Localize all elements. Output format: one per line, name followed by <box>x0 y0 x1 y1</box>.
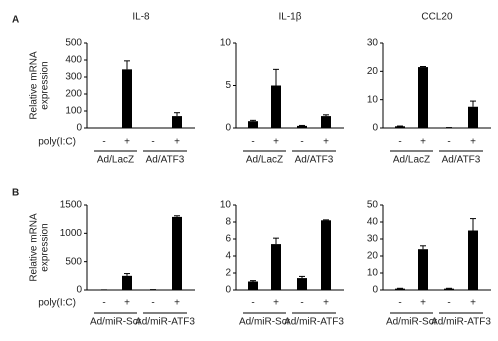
group-label: Ad/LacZ <box>393 155 430 166</box>
group-label: Ad/ATF3 <box>295 155 334 166</box>
y-tick-label: 10 <box>220 200 232 211</box>
y-tick-label: 4 <box>225 251 231 262</box>
x-tick-label: - <box>102 137 105 148</box>
bar <box>321 220 331 290</box>
x-tick-label: + <box>470 298 476 309</box>
group-label: Ad/LacZ <box>97 155 134 166</box>
y-axis-label: expression <box>40 61 51 109</box>
group-label: Ad/miR-Scr <box>386 317 438 328</box>
x-tick-label: + <box>174 137 180 148</box>
bar <box>271 244 281 290</box>
bar <box>297 278 307 290</box>
x-tick-label: + <box>273 298 279 309</box>
x-tick-label: + <box>273 137 279 148</box>
group-label: Ad/miR-ATF3 <box>135 317 195 328</box>
y-tick-label: 2 <box>225 268 231 279</box>
bar <box>444 288 454 290</box>
bar <box>122 69 132 128</box>
x-row-label: poly(I:C) <box>38 137 76 148</box>
group-label: Ad/LacZ <box>246 155 283 166</box>
x-tick-label: + <box>420 137 426 148</box>
bar <box>418 249 428 290</box>
bar <box>271 85 281 128</box>
x-tick-label: + <box>174 298 180 309</box>
x-tick-label: + <box>124 137 130 148</box>
group-label: Ad/miR-Scr <box>239 317 291 328</box>
x-tick-label: + <box>323 298 329 309</box>
x-tick-label: - <box>447 137 450 148</box>
y-tick-label: 0 <box>76 123 82 134</box>
y-tick-label: 1000 <box>60 228 83 239</box>
bar <box>248 121 258 128</box>
y-tick-label: 300 <box>65 72 82 83</box>
y-tick-label: 10 <box>367 94 379 105</box>
y-tick-label: 0 <box>372 285 378 296</box>
x-tick-label: + <box>470 137 476 148</box>
chart-title: IL-8 <box>132 12 150 23</box>
y-tick-label: 0 <box>372 123 378 134</box>
y-tick-label: 30 <box>367 234 379 245</box>
y-tick-label: 10 <box>220 38 232 49</box>
x-tick-label: + <box>420 298 426 309</box>
y-tick-label: 0 <box>76 285 82 296</box>
y-tick-label: 100 <box>65 106 82 117</box>
y-tick-label: 0 <box>225 123 231 134</box>
y-axis-label: Relative mRNA <box>29 51 40 120</box>
x-tick-label: - <box>151 298 154 309</box>
group-label: Ad/miR-Scr <box>90 317 142 328</box>
y-tick-label: 6 <box>225 234 231 245</box>
x-tick-label: - <box>251 137 254 148</box>
bar <box>468 230 478 290</box>
y-tick-label: 400 <box>65 55 82 66</box>
y-tick-label: 8 <box>225 217 231 228</box>
bar <box>418 67 428 128</box>
bar <box>321 116 331 128</box>
x-tick-label: - <box>102 298 105 309</box>
bar <box>172 216 182 290</box>
y-tick-label: 10 <box>367 268 379 279</box>
y-axis-label: Relative mRNA <box>29 213 40 282</box>
x-tick-label: + <box>124 298 130 309</box>
group-label: Ad/miR-ATF3 <box>284 317 344 328</box>
x-tick-label: + <box>323 137 329 148</box>
x-row-label: poly(I:C) <box>38 298 76 309</box>
y-tick-label: 500 <box>65 256 82 267</box>
x-tick-label: - <box>300 298 303 309</box>
x-tick-label: - <box>151 137 154 148</box>
y-tick-label: 20 <box>367 66 379 77</box>
bar <box>122 275 132 290</box>
x-tick-label: - <box>398 137 401 148</box>
y-tick-label: 200 <box>65 89 82 100</box>
x-tick-label: - <box>447 298 450 309</box>
bar <box>468 106 478 128</box>
y-tick-label: 30 <box>367 38 379 49</box>
y-axis-label: expression <box>40 223 51 271</box>
y-tick-label: 500 <box>65 38 82 49</box>
y-tick-label: 5 <box>225 80 231 91</box>
bar <box>297 125 307 128</box>
chart-title: CCL20 <box>421 12 453 23</box>
bar <box>395 288 405 290</box>
x-tick-label: - <box>251 298 254 309</box>
panel-label: B <box>12 188 19 199</box>
y-tick-label: 50 <box>367 200 379 211</box>
bar <box>172 116 182 128</box>
x-tick-label: - <box>398 298 401 309</box>
group-label: Ad/miR-ATF3 <box>431 317 491 328</box>
bar <box>395 126 405 128</box>
group-label: Ad/ATF3 <box>442 155 481 166</box>
y-tick-label: 1500 <box>60 200 83 211</box>
group-label: Ad/ATF3 <box>146 155 185 166</box>
bar <box>248 281 258 290</box>
x-tick-label: - <box>300 137 303 148</box>
y-tick-label: 0 <box>225 285 231 296</box>
panel-label: A <box>12 15 19 26</box>
y-tick-label: 20 <box>367 251 379 262</box>
chart-title: IL-1β <box>279 12 302 23</box>
y-tick-label: 40 <box>367 217 379 228</box>
